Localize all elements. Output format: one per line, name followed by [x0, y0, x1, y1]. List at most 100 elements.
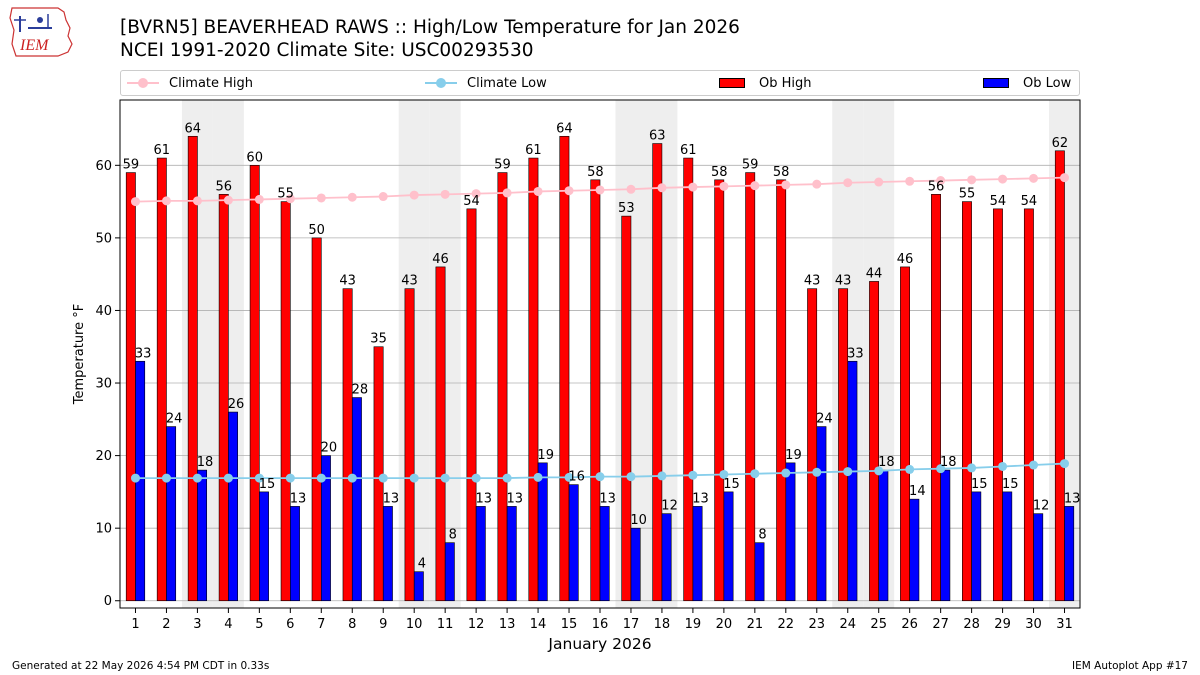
label-ob-high-7: 50 [308, 223, 325, 238]
app-label: IEM Autoplot App #17 [1072, 660, 1188, 672]
label-ob-high-1: 59 [123, 158, 140, 173]
label-ob-high-22: 58 [773, 165, 790, 180]
bar-ob-high-11 [435, 266, 446, 602]
label-ob-low-6: 13 [290, 491, 307, 506]
point-climate-high-21 [750, 181, 760, 191]
bar-ob-high-15 [559, 135, 570, 602]
x-tick-label-14: 14 [530, 617, 547, 632]
point-climate-low-28 [967, 463, 977, 473]
label-ob-low-18: 12 [661, 499, 678, 514]
bar-ob-high-31 [1054, 150, 1065, 602]
label-ob-high-6: 55 [277, 187, 294, 202]
bar-ob-low-30 [1033, 513, 1044, 602]
point-climate-high-31 [1060, 173, 1070, 183]
bar-ob-low-9 [382, 506, 393, 602]
point-climate-low-3 [192, 473, 202, 483]
label-ob-low-13: 13 [506, 491, 523, 506]
point-climate-low-7 [316, 473, 326, 483]
point-climate-low-15 [564, 472, 574, 482]
x-tick-label-10: 10 [406, 617, 423, 632]
point-climate-low-9 [378, 473, 388, 483]
point-climate-high-19 [688, 182, 698, 192]
label-ob-low-31: 13 [1064, 491, 1081, 506]
point-climate-low-26 [905, 464, 915, 474]
label-ob-high-15: 64 [556, 121, 573, 136]
label-ob-low-27: 18 [940, 455, 957, 470]
label-ob-low-7: 20 [321, 441, 338, 456]
x-tick-label-31: 31 [1056, 617, 1073, 632]
bar-ob-high-3 [187, 135, 198, 602]
label-ob-low-1: 33 [135, 346, 152, 361]
bar-ob-low-18 [661, 513, 672, 602]
label-ob-low-8: 28 [352, 383, 369, 398]
point-climate-low-8 [347, 473, 357, 483]
bar-ob-high-26 [900, 266, 910, 602]
bar-ob-low-10 [413, 571, 424, 602]
x-tick-label-12: 12 [468, 617, 485, 632]
bar-ob-high-29 [992, 208, 1003, 602]
label-ob-low-10: 4 [418, 557, 426, 572]
point-climate-high-10 [409, 190, 419, 200]
bar-ob-high-8 [342, 288, 353, 602]
x-tick-label-20: 20 [716, 617, 733, 632]
point-climate-low-10 [409, 473, 419, 483]
chart-title: [BVRN5] BEAVERHEAD RAWS :: High/Low Temp… [120, 17, 740, 38]
x-tick-label-3: 3 [193, 617, 201, 632]
point-climate-low-24 [843, 467, 853, 477]
bar-ob-low-13 [506, 506, 517, 602]
point-climate-high-14 [533, 186, 543, 196]
point-climate-high-29 [998, 174, 1008, 184]
legend-item-ob-high: Ob High [719, 71, 812, 95]
bar-ob-high-12 [466, 208, 477, 602]
point-climate-high-15 [564, 186, 574, 196]
point-climate-low-31 [1060, 459, 1070, 469]
bar-ob-low-8 [351, 397, 362, 602]
label-ob-high-4: 56 [215, 179, 232, 194]
legend-item-ob-low: Ob Low [983, 71, 1071, 95]
point-climate-high-12 [471, 189, 481, 199]
point-climate-low-11 [440, 473, 450, 483]
bar-ob-high-1 [125, 172, 136, 602]
bar-ob-low-3 [197, 469, 208, 602]
x-tick-label-24: 24 [839, 617, 856, 632]
label-ob-low-26: 14 [909, 484, 926, 499]
bar-ob-low-4 [228, 411, 238, 602]
label-ob-high-17: 53 [618, 201, 635, 216]
bar-ob-high-24 [838, 288, 849, 602]
point-climate-low-12 [471, 473, 481, 483]
label-ob-high-12: 54 [463, 194, 480, 209]
label-ob-high-24: 43 [835, 274, 852, 289]
label-ob-high-18: 63 [649, 129, 666, 144]
x-tick-label-7: 7 [317, 617, 325, 632]
label-ob-low-30: 12 [1033, 499, 1050, 514]
point-climate-high-6 [285, 194, 295, 204]
x-axis-label: January 2026 [547, 635, 651, 653]
bar-ob-low-26 [909, 498, 920, 602]
bar-ob-high-21 [745, 172, 756, 602]
label-ob-low-9: 13 [383, 491, 400, 506]
point-climate-high-3 [192, 196, 202, 206]
bar-ob-high-25 [869, 281, 880, 602]
label-ob-high-10: 43 [401, 274, 418, 289]
label-ob-low-3: 18 [197, 455, 214, 470]
label-ob-high-19: 61 [680, 143, 697, 158]
bar-ob-low-28 [971, 491, 982, 602]
bar-ob-low-29 [1002, 491, 1013, 602]
x-tick-label-2: 2 [162, 617, 170, 632]
x-tick-label-16: 16 [592, 617, 609, 632]
bar-ob-low-23 [816, 426, 827, 602]
bar-ob-high-10 [404, 288, 415, 602]
label-ob-low-20: 15 [723, 477, 740, 492]
bar-ob-high-18 [652, 143, 663, 602]
point-climate-high-2 [161, 196, 171, 206]
bar-ob-high-2 [156, 157, 167, 602]
point-climate-high-27 [936, 176, 946, 186]
x-tick-label-18: 18 [654, 617, 671, 632]
point-climate-high-17 [626, 184, 636, 194]
point-climate-low-5 [254, 473, 264, 483]
point-climate-high-25 [874, 177, 884, 187]
point-climate-low-14 [533, 472, 543, 482]
bar-ob-high-5 [249, 165, 260, 602]
bar-ob-high-17 [621, 215, 632, 602]
